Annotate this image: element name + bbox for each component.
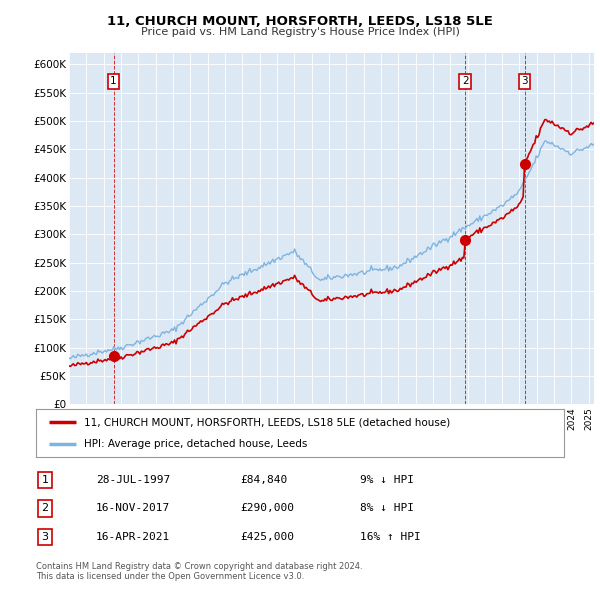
Text: 2: 2 [41, 503, 49, 513]
Text: 16% ↑ HPI: 16% ↑ HPI [360, 532, 421, 542]
Text: 11, CHURCH MOUNT, HORSFORTH, LEEDS, LS18 5LE: 11, CHURCH MOUNT, HORSFORTH, LEEDS, LS18… [107, 15, 493, 28]
Text: 28-JUL-1997: 28-JUL-1997 [96, 475, 170, 485]
Text: £290,000: £290,000 [240, 503, 294, 513]
Text: 1: 1 [41, 475, 49, 485]
Text: 9% ↓ HPI: 9% ↓ HPI [360, 475, 414, 485]
Text: HPI: Average price, detached house, Leeds: HPI: Average price, detached house, Leed… [83, 439, 307, 449]
Text: 16-NOV-2017: 16-NOV-2017 [96, 503, 170, 513]
Text: 11, CHURCH MOUNT, HORSFORTH, LEEDS, LS18 5LE (detached house): 11, CHURCH MOUNT, HORSFORTH, LEEDS, LS18… [83, 417, 450, 427]
Text: 8% ↓ HPI: 8% ↓ HPI [360, 503, 414, 513]
Text: 1: 1 [110, 77, 117, 86]
Text: £425,000: £425,000 [240, 532, 294, 542]
Text: £84,840: £84,840 [240, 475, 287, 485]
Text: Price paid vs. HM Land Registry's House Price Index (HPI): Price paid vs. HM Land Registry's House … [140, 27, 460, 37]
Text: 16-APR-2021: 16-APR-2021 [96, 532, 170, 542]
Text: Contains HM Land Registry data © Crown copyright and database right 2024.
This d: Contains HM Land Registry data © Crown c… [36, 562, 362, 581]
Text: 3: 3 [521, 77, 528, 86]
Text: 2: 2 [462, 77, 469, 86]
Text: 3: 3 [41, 532, 49, 542]
